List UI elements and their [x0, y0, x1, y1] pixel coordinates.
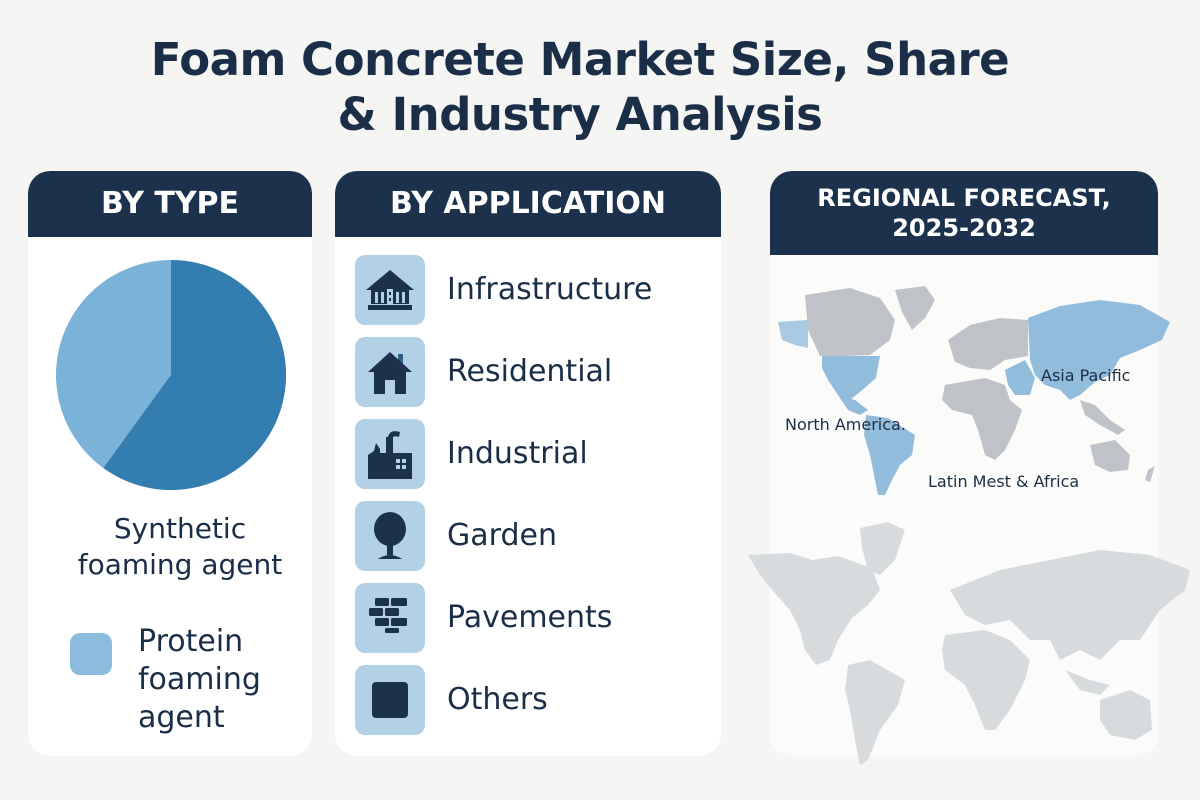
pie-slice-synthetic: [103, 260, 287, 490]
type-pie-chart: [55, 259, 287, 491]
regional-header-line-2: 2025-2032: [892, 214, 1036, 242]
region-label-north-america: North America.: [785, 415, 906, 434]
application-label: Pavements: [447, 600, 613, 635]
legend-label-protein: Protein foaming agent: [138, 623, 312, 737]
legend-swatch-protein: [70, 633, 112, 675]
protein-label-line-1: Protein: [138, 624, 244, 659]
bricks-icon: [355, 583, 425, 653]
by-application-panel: BY APPLICATION Infrastructure: [335, 171, 721, 756]
building-icon: [355, 255, 425, 325]
application-label: Residential: [447, 354, 613, 389]
regional-forecast-header: REGIONAL FORECAST, 2025-2032: [770, 171, 1158, 255]
regional-header-line-1: REGIONAL FORECAST,: [817, 184, 1111, 212]
synthetic-label: Synthetic foaming agent: [28, 511, 312, 583]
protein-label-line-2: foaming: [138, 662, 261, 697]
application-item-industrial: Industrial: [355, 419, 695, 489]
application-item-garden: Garden: [355, 501, 695, 571]
application-item-others: Others: [355, 665, 695, 735]
application-item-infrastructure: Infrastructure: [355, 255, 695, 325]
factory-icon: [355, 419, 425, 489]
by-type-panel: BY TYPE Synthetic foaming agent Protein …: [28, 171, 312, 756]
by-application-header: BY APPLICATION: [335, 171, 721, 237]
application-label: Garden: [447, 518, 557, 553]
application-label: Infrastructure: [447, 272, 653, 307]
by-type-header: BY TYPE: [28, 171, 312, 237]
application-item-pavements: Pavements: [355, 583, 695, 653]
title-line-2: & Industry Analysis: [337, 88, 823, 141]
tree-icon: [355, 501, 425, 571]
title-line-1: Foam Concrete Market Size, Share: [150, 33, 1010, 86]
synthetic-label-line-2: foaming agent: [77, 548, 283, 581]
region-label-latin-mea: Latin Mest & Africa: [928, 472, 1080, 491]
regional-forecast-panel: REGIONAL FORECAST, 2025-2032: [770, 171, 1158, 756]
region-label-asia-pacific: Asia Pacific: [1041, 366, 1131, 385]
application-label: Others: [447, 682, 548, 717]
application-label: Industrial: [447, 436, 588, 471]
protein-label-line-3: agent: [138, 700, 225, 735]
page-title: Foam Concrete Market Size, Share & Indus…: [0, 32, 1160, 142]
application-item-residential: Residential: [355, 337, 695, 407]
square-icon: [355, 665, 425, 735]
synthetic-label-line-1: Synthetic: [113, 512, 247, 545]
house-icon: [355, 337, 425, 407]
